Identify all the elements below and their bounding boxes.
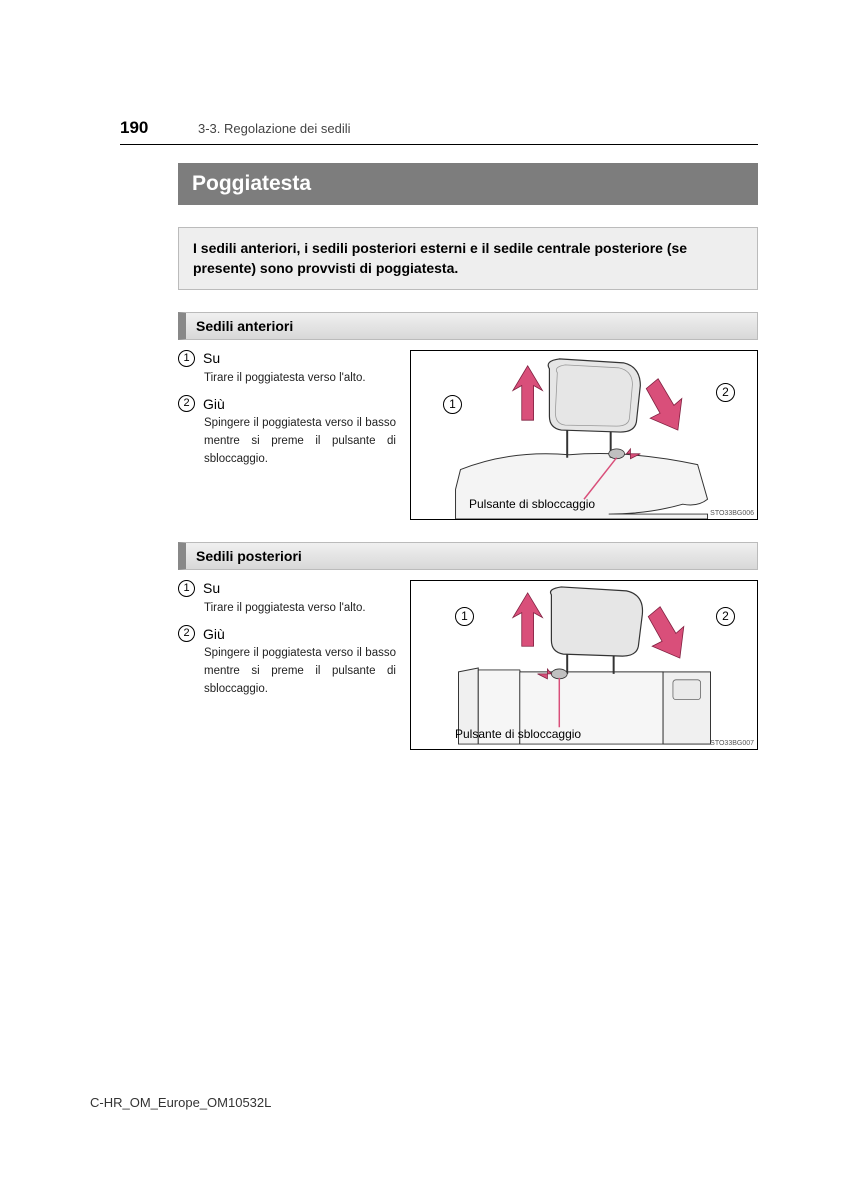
- circled-number-icon: 1: [178, 580, 195, 597]
- intro-text: I sedili anteriori, i sedili posteriori …: [178, 227, 758, 290]
- text-column-front: 1 Su Tirare il poggiatesta verso l'alto.…: [178, 350, 396, 520]
- step-label: Giù: [203, 626, 225, 642]
- circled-number-icon: 1: [178, 350, 195, 367]
- circled-number-icon: 2: [178, 625, 195, 642]
- step-item: 1 Su Tirare il poggiatesta verso l'alto.: [178, 580, 396, 618]
- figure-front-seat: 1 2 Pulsante di sbloccaggio STO33BG006: [410, 350, 758, 520]
- figure-callout-number: 1: [455, 607, 474, 626]
- content-row-rear: 1 Su Tirare il poggiatesta verso l'alto.…: [178, 580, 758, 750]
- step-item: 2 Giù Spingere il poggiatesta verso il b…: [178, 625, 396, 698]
- step-label: Giù: [203, 396, 225, 412]
- step-description: Tirare il poggiatesta verso l'alto.: [204, 370, 396, 388]
- section-path: 3-3. Regolazione dei sedili: [198, 121, 350, 136]
- step-item: 2 Giù Spingere il poggiatesta verso il b…: [178, 395, 396, 468]
- headrest-diagram-icon: [411, 351, 757, 519]
- step-description: Spingere il poggiatesta verso il basso m…: [204, 415, 396, 468]
- subheading-rear-seats: Sedili posteriori: [178, 542, 758, 570]
- figure-callout-number: 1: [443, 395, 462, 414]
- page-number: 190: [120, 118, 180, 138]
- figure-callout-number: 2: [716, 607, 735, 626]
- page-container: 190 3-3. Regolazione dei sedili Poggiate…: [0, 0, 848, 750]
- page-header: 190 3-3. Regolazione dei sedili: [120, 118, 758, 145]
- text-column-rear: 1 Su Tirare il poggiatesta verso l'alto.…: [178, 580, 396, 750]
- figure-callout-number: 2: [716, 383, 735, 402]
- figure-callout-label: Pulsante di sbloccaggio: [455, 727, 581, 741]
- page-title: Poggiatesta: [178, 163, 758, 205]
- subheading-front-seats: Sedili anteriori: [178, 312, 758, 340]
- figure-code: STO33BG006: [710, 510, 754, 517]
- document-footer-id: C-HR_OM_Europe_OM10532L: [90, 1095, 271, 1110]
- figure-code: STO33BG007: [710, 740, 754, 747]
- step-label: Su: [203, 350, 220, 366]
- step-description: Spingere il poggiatesta verso il basso m…: [204, 645, 396, 698]
- headrest-diagram-icon: [411, 581, 757, 749]
- step-label: Su: [203, 580, 220, 596]
- content-row-front: 1 Su Tirare il poggiatesta verso l'alto.…: [178, 350, 758, 520]
- step-description: Tirare il poggiatesta verso l'alto.: [204, 600, 396, 618]
- circled-number-icon: 2: [178, 395, 195, 412]
- figure-callout-label: Pulsante di sbloccaggio: [469, 497, 595, 511]
- figure-rear-seat: 1 2 Pulsante di sbloccaggio STO33BG007: [410, 580, 758, 750]
- step-item: 1 Su Tirare il poggiatesta verso l'alto.: [178, 350, 396, 388]
